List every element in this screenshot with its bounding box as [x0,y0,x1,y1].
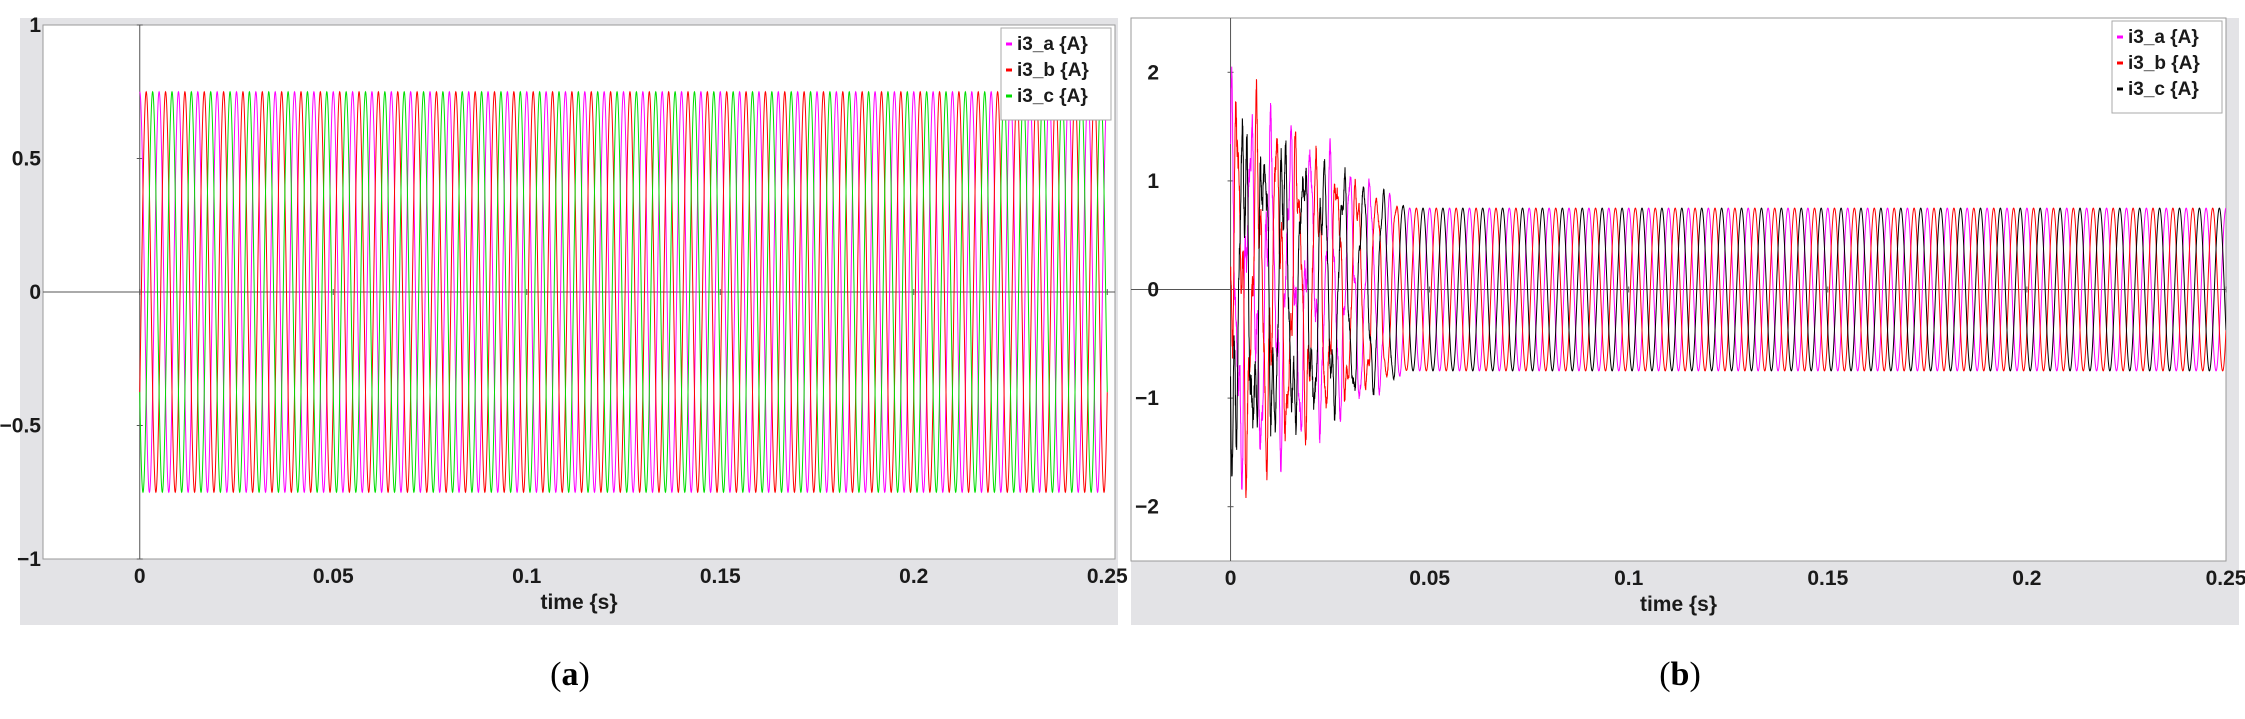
caption-b-text: (b) [1659,656,1701,693]
x-tick-label-a: 0.1 [512,565,542,588]
x-tick-label-b: 0.25 [2206,567,2245,590]
x-axis-label-a: time {s} [540,591,617,614]
chart-panel-b: 0 0.05 0.1 0.15 0.2 0.25 2 1 0 −1 −2 time {s} i3_a {… [1130,17,2245,625]
chart-b: 0 0.05 0.1 0.15 0.2 0.25 2 1 0 −1 −2 time {s} i3_a {… [1130,17,2245,616]
legend-box-b [2111,20,2223,114]
x-tick-label-a: 0.15 [700,565,741,588]
x-tick-label-b: 0.05 [1409,567,1450,590]
legend-label-b-3: i3_c {A} [2128,79,2199,100]
y-tick-label-a: −0.5 [0,415,41,438]
legend-box-a [1000,27,1112,121]
x-tick-label-a: 0.25 [1087,565,1128,588]
y-tick-label-a: 0 [29,281,41,304]
y-tick-label-b: 1 [1147,170,1159,193]
y-tick-label-b: 2 [1147,61,1159,84]
x-tick-label-b: 0.2 [2012,567,2041,590]
caption-a-text: (a) [550,656,590,693]
y-tick-label-a: 0.5 [12,148,42,171]
legend-a: i3_a {A} i3_b {A} i3_c {A} [1000,27,1112,121]
y-tick-label-b: −1 [1135,387,1159,410]
chart-panel-a: 0 0.05 0.1 0.15 0.2 0.25 1 0.5 0 −0.5 −1 time {s} i3… [0,14,1128,625]
x-tick-label-a: 0 [134,565,146,588]
legend-label-a-1: i3_a {A} [1017,34,1088,55]
y-tick-label-a: −1 [17,548,41,571]
x-axis-label-b: time {s} [1640,593,1717,616]
legend-label-b-1: i3_a {A} [2128,27,2199,48]
x-tick-label-a: 0.05 [313,565,354,588]
x-tick-label-b: 0.15 [1807,567,1848,590]
legend-label-a-2: i3_b {A} [1017,60,1089,81]
x-tick-label-a: 0.2 [899,565,928,588]
legend-b: i3_a {A} i3_b {A} i3_c {A} [2111,20,2223,114]
legend-label-a-3: i3_c {A} [1017,86,1088,107]
legend-label-b-2: i3_b {A} [2128,53,2200,74]
caption-a: (a) [510,656,630,694]
series-line-b-3 [1230,118,2226,477]
y-tick-label-b: −2 [1135,496,1159,519]
y-tick-label-b: 0 [1147,279,1159,302]
x-tick-label-b: 0 [1225,567,1237,590]
series-line-a-3 [139,90,1108,494]
y-tick-label-a: 1 [29,14,41,37]
chart-a: 0 0.05 0.1 0.15 0.2 0.25 1 0.5 0 −0.5 −1 time {s} i3… [0,14,1128,614]
caption-b: (b) [1620,656,1740,694]
x-tick-label-b: 0.1 [1614,567,1644,590]
